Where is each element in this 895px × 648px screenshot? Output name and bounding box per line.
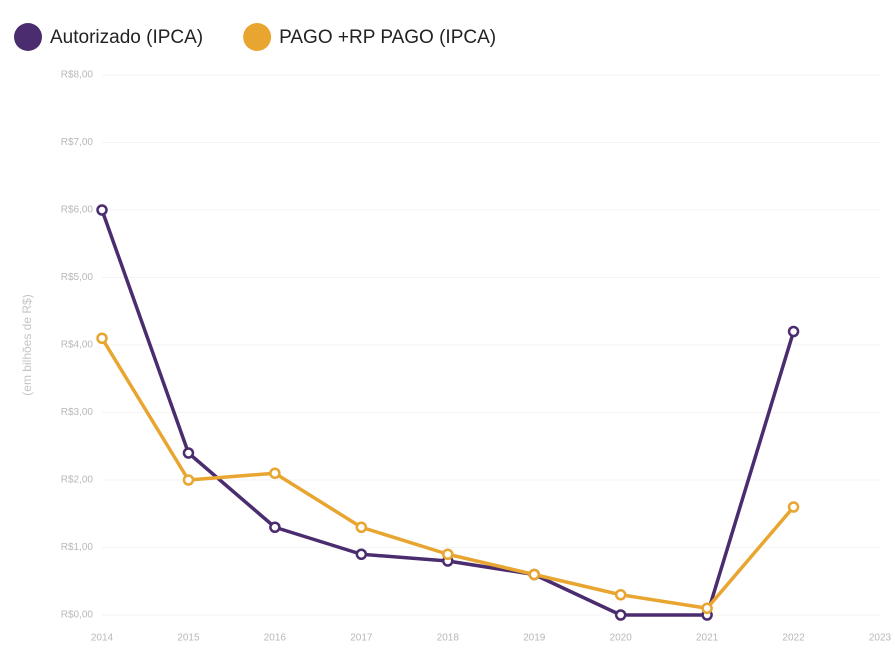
point	[269, 521, 281, 533]
y-tick-label: R$6,00	[61, 205, 94, 216]
point	[355, 521, 368, 533]
point	[701, 602, 713, 614]
y-tick-label: R$4,00	[61, 340, 94, 351]
point	[787, 325, 800, 338]
x-tick-label: 2018	[437, 633, 460, 644]
x-tick-label: 2020	[610, 633, 633, 644]
y-tick-label: R$3,00	[61, 407, 94, 418]
y-axis-title: (em bilhões de R$)	[20, 294, 34, 395]
point	[355, 548, 368, 560]
y-tick-label: R$7,00	[61, 137, 94, 148]
series-line	[100, 337, 795, 610]
x-tick-label: 2022	[782, 633, 805, 644]
point	[96, 204, 108, 216]
y-tick-label: R$0,00	[61, 610, 94, 621]
legend-swatch	[14, 23, 42, 51]
point	[269, 467, 281, 479]
legend-label: Autorizado (IPCA)	[50, 27, 203, 48]
legend-swatch	[243, 23, 272, 51]
y-tick-label: R$8,00	[61, 70, 94, 81]
y-tick-label: R$2,00	[61, 475, 94, 486]
point	[528, 568, 540, 581]
x-tick-label: 2017	[350, 633, 373, 644]
x-tick-label: 2021	[696, 633, 719, 644]
point	[96, 332, 108, 344]
y-tick-label: R$1,00	[61, 542, 94, 553]
x-tick-label: 2015	[177, 633, 200, 644]
x-tick-label: 2019	[523, 633, 546, 644]
point	[614, 609, 627, 621]
y-tick-label: R$5,00	[61, 272, 94, 283]
point	[182, 474, 195, 486]
x-tick-label: 2023	[869, 633, 892, 644]
point	[182, 447, 195, 459]
point	[442, 548, 454, 560]
point	[614, 589, 627, 601]
x-tick-label: 2014	[91, 633, 114, 644]
legend-label: PAGO +RP PAGO (IPCA)	[279, 27, 496, 48]
point	[787, 501, 800, 513]
x-tick-label: 2016	[264, 633, 287, 644]
